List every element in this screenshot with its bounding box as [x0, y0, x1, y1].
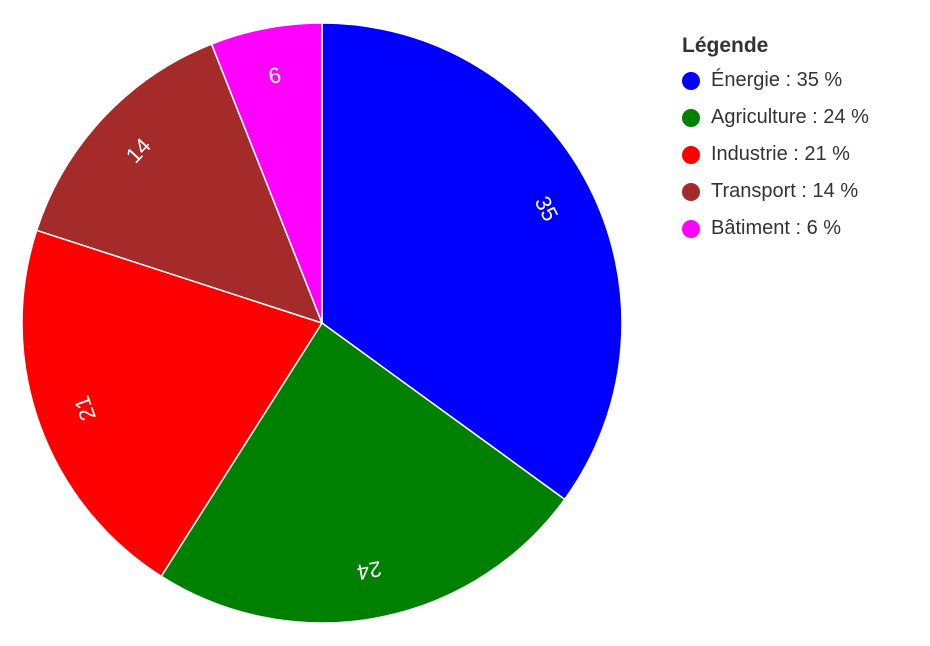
- legend-item-batiment: Bâtiment : 6 %: [682, 210, 922, 247]
- legend-swatch-industrie: [682, 145, 700, 164]
- legend-item-industrie: Industrie : 21 %: [682, 136, 922, 173]
- data-label-agriculture: 24: [355, 556, 384, 585]
- data-label-batiment: 6: [266, 62, 283, 89]
- legend: Légende Énergie : 35 % Agriculture : 24 …: [682, 34, 922, 247]
- legend-swatch-agriculture: [682, 108, 700, 127]
- legend-swatch-batiment: [682, 219, 700, 238]
- legend-swatch-transport: [682, 182, 700, 201]
- legend-item-energie: Énergie : 35 %: [682, 62, 922, 99]
- legend-item-transport: Transport : 14 %: [682, 173, 922, 210]
- legend-label-energie: Énergie : 35 %: [711, 69, 843, 91]
- legend-label-batiment: Bâtiment : 6 %: [711, 217, 842, 239]
- pie-slice-energie: [321, 22, 623, 501]
- legend-label-transport: Transport : 14 %: [711, 180, 859, 202]
- pie-slice-industrie: [21, 229, 324, 578]
- legend-swatch-energie: [682, 71, 700, 90]
- pie-slice-agriculture: [160, 321, 566, 624]
- legend-label-industrie: Industrie : 21 %: [711, 143, 850, 165]
- pie-slice-transport: [35, 43, 324, 325]
- legend-label-agriculture: Agriculture : 24 %: [711, 106, 869, 128]
- legend-item-agriculture: Agriculture : 24 %: [682, 99, 922, 136]
- pie-slice-batiment: [210, 22, 323, 324]
- legend-title: Légende: [682, 34, 769, 57]
